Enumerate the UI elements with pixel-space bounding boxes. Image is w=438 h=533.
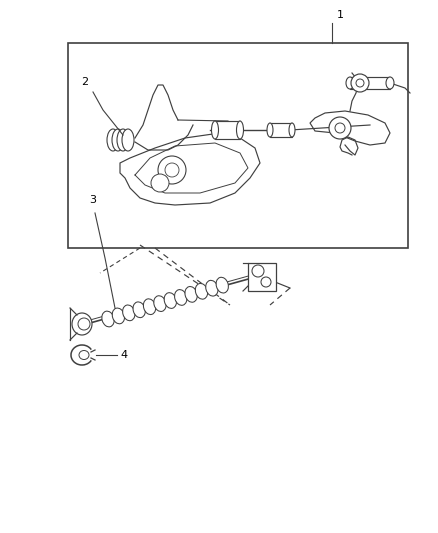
Ellipse shape [184,287,197,302]
Circle shape [78,318,90,330]
Ellipse shape [143,299,155,314]
Ellipse shape [236,121,243,139]
Ellipse shape [174,289,187,305]
Ellipse shape [211,121,218,139]
Circle shape [165,163,179,177]
Text: 3: 3 [89,195,96,205]
Text: 1: 1 [336,10,343,20]
Circle shape [350,74,368,92]
Circle shape [334,123,344,133]
Bar [349,77,389,89]
Circle shape [328,117,350,139]
Ellipse shape [133,302,145,318]
Ellipse shape [153,296,166,311]
Ellipse shape [288,123,294,137]
Circle shape [151,174,169,192]
Ellipse shape [107,129,119,151]
Ellipse shape [345,77,353,89]
Ellipse shape [72,313,92,335]
Text: 2: 2 [81,77,88,87]
Ellipse shape [112,308,124,324]
Polygon shape [309,111,389,145]
Circle shape [158,156,186,184]
Ellipse shape [117,129,129,151]
Ellipse shape [112,129,124,151]
Circle shape [251,265,263,277]
Ellipse shape [215,277,228,293]
Ellipse shape [102,311,114,327]
Ellipse shape [122,129,134,151]
Polygon shape [120,133,259,205]
Text: 4: 4 [120,350,127,360]
Ellipse shape [164,293,176,309]
Ellipse shape [79,351,89,359]
Bar [215,121,240,139]
Ellipse shape [266,123,272,137]
Ellipse shape [195,284,207,299]
Ellipse shape [205,280,218,296]
Bar [247,263,276,291]
Circle shape [261,277,270,287]
Circle shape [355,79,363,87]
Bar [269,123,291,137]
Ellipse shape [122,305,134,321]
Ellipse shape [385,77,393,89]
Bar [68,43,407,248]
